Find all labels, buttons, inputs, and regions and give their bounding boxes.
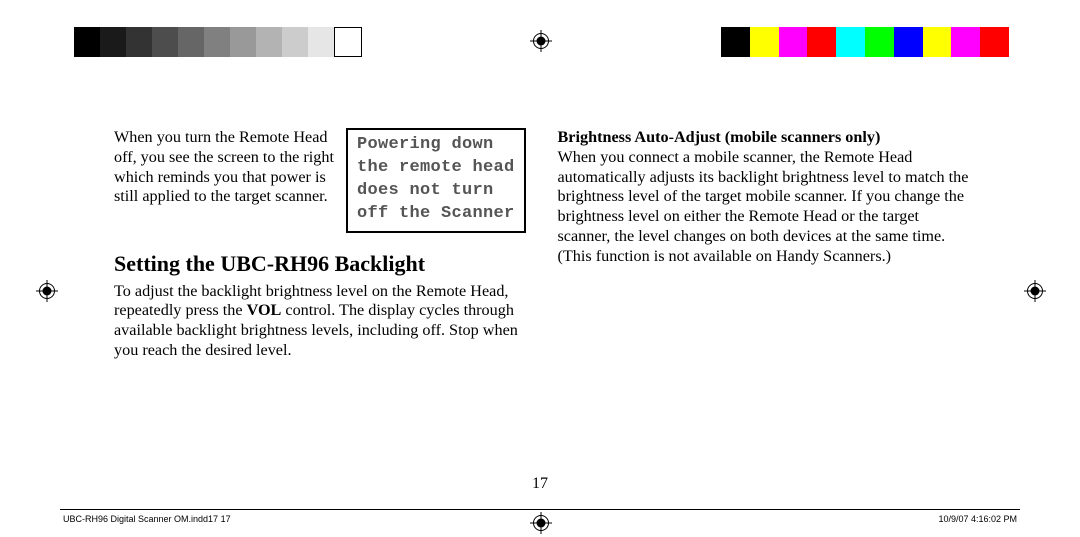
- swatch: [204, 27, 230, 57]
- backlight-paragraph: To adjust the backlight brightness level…: [114, 282, 526, 361]
- footer-right-text: 10/9/07 4:16:02 PM: [938, 514, 1017, 524]
- swatch: [894, 27, 923, 57]
- swatch: [807, 27, 836, 57]
- swatch: [923, 27, 952, 57]
- right-column: Brightness Auto-Adjust (mobile scanners …: [558, 128, 970, 483]
- swatch: [100, 27, 126, 57]
- swatch: [721, 27, 750, 57]
- page-number: 17: [0, 475, 1080, 493]
- lcd-line: off the Scanner: [357, 203, 515, 226]
- left-column: Powering down the remote head does not t…: [114, 128, 526, 483]
- registration-mark-icon: [530, 30, 552, 52]
- swatch: [334, 27, 362, 57]
- lcd-line: the remote head: [357, 157, 515, 180]
- registration-mark-icon: [36, 280, 58, 302]
- swatch: [951, 27, 980, 57]
- swatch: [178, 27, 204, 57]
- footer-left-text: UBC-RH96 Digital Scanner OM.indd17 17: [63, 514, 231, 524]
- swatch: [865, 27, 894, 57]
- swatch: [230, 27, 256, 57]
- registration-mark-icon: [530, 512, 552, 534]
- autoadjust-paragraph: When you connect a mobile scanner, the R…: [558, 148, 970, 267]
- subsection-heading: Brightness Auto-Adjust (mobile scanners …: [558, 128, 970, 148]
- swatch: [836, 27, 865, 57]
- swatch: [152, 27, 178, 57]
- color-calibration-bar: [721, 27, 1009, 57]
- swatch: [74, 27, 100, 57]
- swatch: [980, 27, 1009, 57]
- swatch: [256, 27, 282, 57]
- lcd-screen-box: Powering down the remote head does not t…: [346, 128, 526, 233]
- swatch: [126, 27, 152, 57]
- vol-label: VOL: [247, 301, 282, 319]
- body-content: Powering down the remote head does not t…: [114, 128, 969, 483]
- grayscale-calibration-bar: [74, 27, 362, 57]
- lcd-line: does not turn: [357, 180, 515, 203]
- swatch: [779, 27, 808, 57]
- swatch: [308, 27, 334, 57]
- swatch: [282, 27, 308, 57]
- swatch: [750, 27, 779, 57]
- lcd-line: Powering down: [357, 134, 515, 157]
- section-heading: Setting the UBC-RH96 Backlight: [114, 251, 526, 278]
- registration-mark-icon: [1024, 280, 1046, 302]
- footer-rule: [60, 509, 1020, 510]
